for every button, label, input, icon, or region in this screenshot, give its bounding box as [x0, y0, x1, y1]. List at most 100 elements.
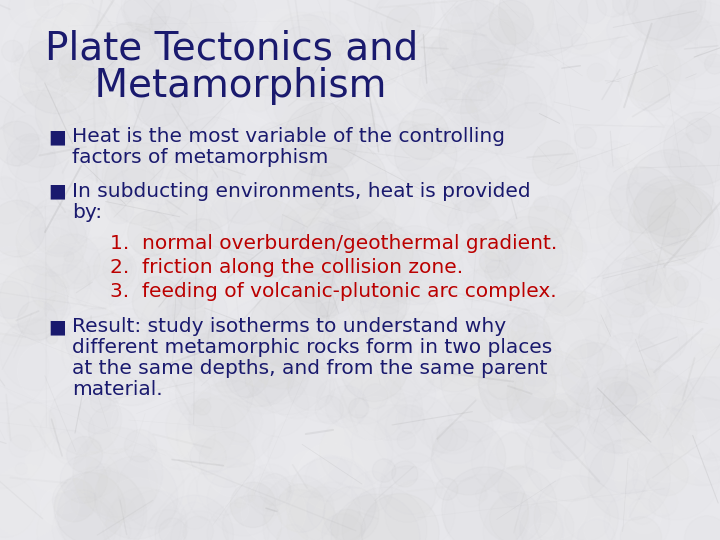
Circle shape	[138, 254, 184, 299]
Text: at the same depths, and from the same parent: at the same depths, and from the same pa…	[72, 359, 547, 378]
Circle shape	[289, 450, 329, 490]
Circle shape	[230, 482, 276, 528]
Circle shape	[580, 154, 598, 174]
Text: ■: ■	[48, 317, 66, 336]
Circle shape	[224, 498, 249, 523]
Circle shape	[436, 478, 458, 500]
Circle shape	[551, 426, 585, 461]
Text: 3.  feeding of volcanic-plutonic arc complex.: 3. feeding of volcanic-plutonic arc comp…	[110, 282, 557, 301]
Circle shape	[341, 334, 408, 401]
Circle shape	[104, 194, 134, 224]
Circle shape	[161, 151, 176, 166]
Circle shape	[176, 117, 249, 190]
Circle shape	[485, 260, 509, 285]
Circle shape	[89, 441, 101, 453]
Circle shape	[664, 112, 720, 185]
Circle shape	[58, 470, 147, 540]
Circle shape	[442, 467, 528, 540]
Circle shape	[258, 123, 289, 154]
Circle shape	[484, 293, 510, 319]
Circle shape	[19, 38, 95, 114]
Text: In subducting environments, heat is provided: In subducting environments, heat is prov…	[72, 181, 531, 200]
Circle shape	[395, 68, 443, 116]
Circle shape	[488, 0, 527, 22]
Circle shape	[16, 143, 93, 219]
Circle shape	[0, 121, 40, 166]
Circle shape	[413, 321, 495, 402]
Text: 1.  normal overburden/geothermal gradient.: 1. normal overburden/geothermal gradient…	[110, 234, 557, 253]
Circle shape	[432, 184, 473, 225]
Circle shape	[64, 252, 74, 262]
Circle shape	[224, 195, 252, 223]
Circle shape	[547, 0, 624, 56]
Circle shape	[379, 466, 436, 523]
Circle shape	[336, 276, 348, 288]
Text: 2.  friction along the collision zone.: 2. friction along the collision zone.	[110, 258, 463, 277]
Circle shape	[617, 97, 649, 128]
Circle shape	[99, 444, 184, 530]
Circle shape	[563, 189, 595, 221]
Circle shape	[117, 146, 186, 215]
Circle shape	[17, 206, 87, 276]
Circle shape	[0, 200, 45, 257]
Circle shape	[99, 23, 161, 84]
Circle shape	[245, 490, 256, 501]
Circle shape	[584, 516, 613, 540]
Circle shape	[389, 19, 413, 43]
Circle shape	[327, 35, 347, 55]
Circle shape	[230, 373, 253, 396]
Circle shape	[516, 469, 588, 540]
Circle shape	[246, 87, 271, 112]
Circle shape	[537, 514, 559, 536]
Circle shape	[17, 300, 58, 340]
Circle shape	[534, 475, 618, 540]
Circle shape	[272, 130, 293, 151]
Circle shape	[225, 354, 269, 397]
Circle shape	[111, 385, 196, 470]
Circle shape	[86, 374, 125, 412]
Circle shape	[528, 523, 554, 540]
Circle shape	[375, 226, 454, 305]
Circle shape	[498, 206, 582, 291]
Circle shape	[53, 93, 110, 150]
Circle shape	[490, 492, 541, 540]
Circle shape	[29, 3, 118, 92]
Circle shape	[95, 456, 178, 539]
Circle shape	[148, 403, 215, 470]
Circle shape	[147, 296, 222, 372]
Circle shape	[259, 474, 291, 505]
Circle shape	[681, 408, 720, 466]
Circle shape	[64, 316, 144, 396]
Circle shape	[689, 347, 720, 400]
Circle shape	[511, 375, 590, 453]
Circle shape	[444, 0, 472, 16]
Circle shape	[56, 65, 137, 145]
Circle shape	[0, 320, 80, 403]
Circle shape	[207, 445, 259, 497]
Circle shape	[444, 75, 483, 113]
Circle shape	[78, 395, 118, 434]
Circle shape	[413, 358, 446, 390]
Circle shape	[214, 351, 263, 400]
Circle shape	[125, 430, 157, 462]
Circle shape	[490, 417, 539, 466]
Circle shape	[166, 393, 235, 462]
Circle shape	[673, 133, 693, 153]
Circle shape	[521, 391, 548, 418]
Circle shape	[533, 140, 577, 185]
Circle shape	[270, 38, 306, 75]
Circle shape	[609, 167, 675, 233]
Circle shape	[18, 83, 39, 104]
Circle shape	[214, 0, 256, 27]
Circle shape	[480, 237, 521, 278]
Circle shape	[311, 143, 387, 219]
Circle shape	[444, 474, 528, 540]
Text: material.: material.	[72, 380, 163, 399]
Circle shape	[70, 32, 131, 94]
Text: different metamorphic rocks form in two places: different metamorphic rocks form in two …	[72, 338, 552, 357]
Circle shape	[361, 124, 384, 147]
Circle shape	[194, 399, 211, 415]
Circle shape	[372, 459, 396, 482]
Circle shape	[603, 382, 637, 416]
Circle shape	[398, 2, 477, 80]
